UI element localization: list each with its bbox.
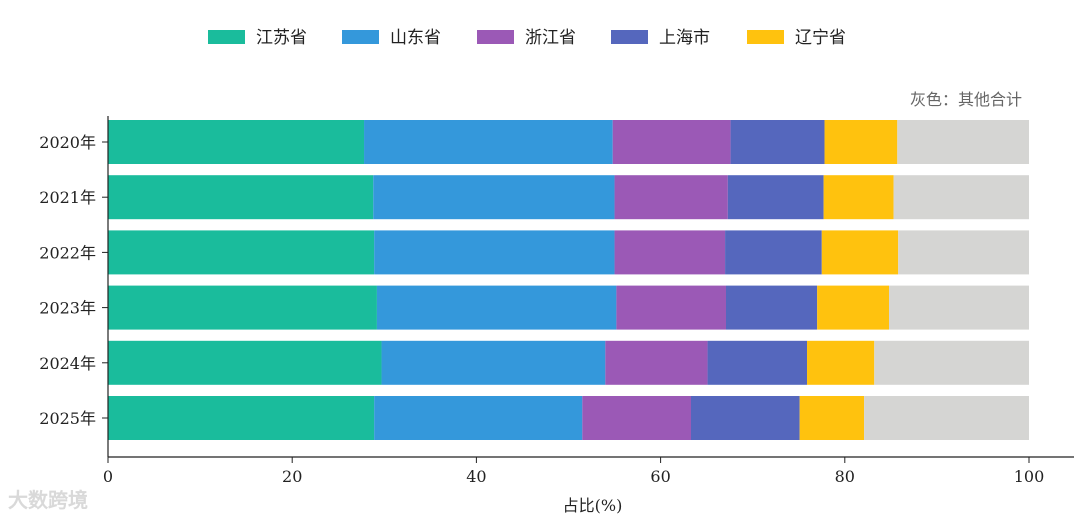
bar-6-series-2 <box>374 396 583 440</box>
legend-swatch-1 <box>208 30 245 44</box>
bar-1-series-5 <box>824 120 898 164</box>
legend-label-5: 辽宁省 <box>795 28 846 48</box>
bar-1-series-1 <box>108 120 365 164</box>
y-tick-label-6: 2025年 <box>39 409 96 428</box>
bar-4-series-6 <box>889 285 1029 330</box>
chart-note: 灰色：其他合计 <box>910 90 1022 109</box>
y-tick-label-4: 2023年 <box>39 299 96 318</box>
bar-1-series-3 <box>612 120 731 164</box>
bar-6-series-6 <box>864 396 1029 440</box>
legend-swatch-3 <box>477 30 514 44</box>
y-tick-label-2: 2021年 <box>39 188 96 207</box>
y-tick-label-3: 2022年 <box>39 243 96 262</box>
x-tick-label-2: 20 <box>282 467 302 486</box>
legend-label-3: 浙江省 <box>525 28 576 48</box>
bar-5-series-6 <box>874 340 1029 385</box>
bar-3-series-6 <box>898 230 1029 275</box>
x-tick-label-3: 40 <box>466 467 486 486</box>
bar-1-series-4 <box>730 120 825 164</box>
bar-2-series-3 <box>614 175 728 220</box>
bar-5-series-4 <box>707 340 808 385</box>
bar-6-series-1 <box>108 396 375 440</box>
legend-swatch-5 <box>747 30 784 44</box>
x-tick-label-6: 100 <box>1014 467 1045 486</box>
legend-swatch-4 <box>611 30 648 44</box>
x-axis-title: 占比(%) <box>563 496 623 515</box>
bar-3-series-5 <box>821 230 899 275</box>
bar-1-series-2 <box>364 120 613 164</box>
bar-6-series-4 <box>690 396 800 440</box>
bar-2-series-2 <box>373 175 615 220</box>
bar-2-series-1 <box>108 175 374 220</box>
bar-3-series-1 <box>108 230 375 275</box>
bar-3-series-2 <box>374 230 615 275</box>
legend-label-2: 山东省 <box>390 28 441 48</box>
bar-3-series-4 <box>725 230 822 275</box>
bar-4-series-2 <box>376 285 617 330</box>
bar-4-series-5 <box>817 285 890 330</box>
bar-4-series-4 <box>725 285 818 330</box>
bar-4-series-1 <box>108 285 377 330</box>
legend-swatch-2 <box>342 30 379 44</box>
bar-5-series-1 <box>108 340 382 385</box>
y-tick-label-1: 2020年 <box>39 133 96 152</box>
bar-3-series-3 <box>614 230 726 275</box>
bar-6-series-3 <box>582 396 691 440</box>
bar-2-series-6 <box>893 175 1029 220</box>
legend-label-4: 上海市 <box>659 28 710 48</box>
x-tick-label-1: 0 <box>103 467 113 486</box>
x-tick-label-5: 80 <box>835 467 855 486</box>
x-tick-label-4: 60 <box>650 467 670 486</box>
bar-5-series-3 <box>605 340 708 385</box>
bar-5-series-2 <box>381 340 606 385</box>
bar-2-series-4 <box>727 175 824 220</box>
bar-1-series-6 <box>897 120 1029 164</box>
bar-5-series-5 <box>807 340 875 385</box>
y-tick-label-5: 2024年 <box>39 354 96 373</box>
bar-4-series-3 <box>616 285 726 330</box>
legend-label-1: 江苏省 <box>256 28 307 48</box>
watermark: 大数跨境 <box>8 488 88 512</box>
bar-6-series-5 <box>799 396 865 440</box>
bar-2-series-5 <box>823 175 894 220</box>
